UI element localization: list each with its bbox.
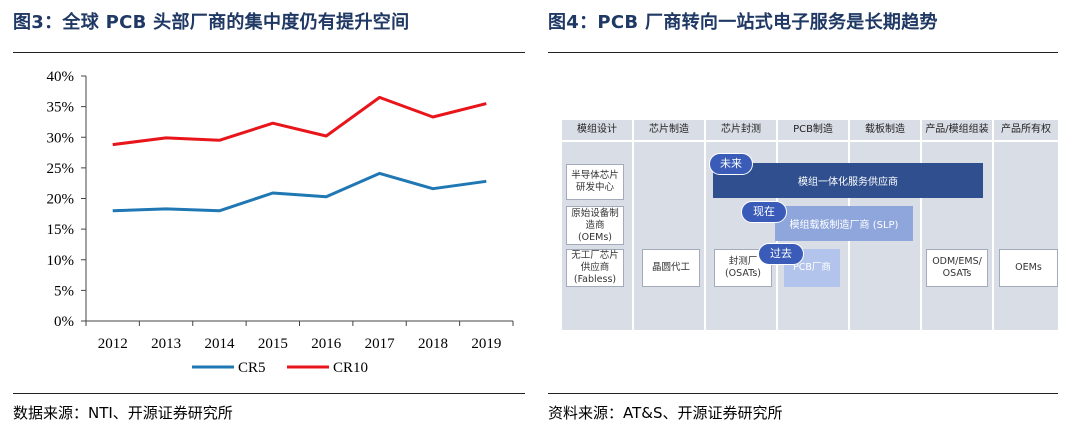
y-tick-label: 20%	[47, 192, 75, 208]
y-tick-label: 0%	[54, 314, 74, 330]
module-carrier-bar: 模组载板制造厂商 (SLP)	[775, 206, 913, 241]
chart-axes: 0% 5% 10% 15% 20% 25% 30% 35% 40% 2012 2013 2014 201…	[47, 69, 514, 352]
x-tick-label: 2017	[365, 336, 396, 352]
chart-legend: CR5 CR10	[192, 360, 368, 376]
semiconductor-rd-center-box: 半导体芯片 研发中心	[566, 164, 624, 200]
future-pill: 未来	[709, 153, 753, 175]
series-line-cr5	[112, 171, 487, 213]
oems-box: OEMs	[999, 249, 1058, 287]
column-header: 产品/模组组装	[925, 124, 989, 135]
column-header: 芯片制造	[649, 124, 689, 135]
column-header: 模组设计	[577, 124, 617, 135]
y-tick-label: 40%	[47, 69, 75, 85]
right-figure-panel: 图4：PCB 厂商转向一站式电子服务是长期趋势 模组设计 芯片制造 芯片封测 P…	[548, 0, 1058, 433]
concentration-line-chart: 0% 5% 10% 15% 20% 25% 30% 35% 40% 2012 2013 2014 201…	[47, 69, 514, 376]
fabless-box: 无工厂芯片 供应商 (Fabless)	[566, 249, 624, 287]
foundry-box: 晶圆代工	[642, 249, 700, 287]
left-bottom-rule	[13, 393, 525, 394]
right-top-rule	[548, 52, 1058, 53]
x-tick-label: 2013	[151, 336, 181, 352]
oem-box: 原始设备制 造商 (OEMs)	[566, 206, 624, 245]
left-figure-panel: 图3：全球 PCB 头部厂商的集中度仍有提升空间 0% 5% 10% 15% 20% 25…	[0, 0, 525, 433]
column-chip-packaging-testing: 芯片封测	[706, 120, 776, 330]
left-top-rule	[13, 52, 525, 53]
x-tick-label: 2018	[418, 336, 448, 352]
chart-lines	[112, 95, 487, 213]
value-chain-diagram: 模组设计 芯片制造 芯片封测 PCB制造 载板制造 产品/模组组装 产品所有权	[562, 120, 1058, 330]
column-header: PCB制造	[793, 124, 833, 135]
legend-label: CR5	[238, 360, 266, 376]
x-tick-label: 2015	[258, 336, 288, 352]
y-tick-label: 25%	[47, 161, 75, 177]
y-tick-label: 5%	[54, 283, 74, 299]
x-tick-label: 2016	[311, 336, 342, 352]
past-pill: 过去	[758, 243, 804, 265]
y-tick-label: 10%	[47, 253, 75, 269]
odm-ems-osat-box: ODM/EMS/ OSATs	[926, 249, 988, 287]
column-header: 载板制造	[865, 124, 905, 135]
x-tick-label: 2019	[471, 336, 501, 352]
now-pill: 现在	[741, 201, 787, 223]
series-line-cr10	[112, 95, 487, 147]
column-product-assembly: 产品/模组组装	[922, 120, 992, 330]
column-product-ownership: 产品所有权	[994, 120, 1058, 330]
legend-item-cr5: CR5	[192, 360, 266, 376]
right-figure-title: 图4：PCB 厂商转向一站式电子服务是长期趋势	[548, 12, 938, 33]
module-integration-bar: 模组一体化服务供应商	[713, 163, 983, 198]
column-chip-manufacturing: 芯片制造	[634, 120, 704, 330]
left-figure-title: 图3：全球 PCB 头部厂商的集中度仍有提升空间	[13, 12, 410, 33]
left-source-note: 数据来源：NTI、开源证券研究所	[13, 404, 233, 422]
y-tick-label: 15%	[47, 222, 75, 238]
right-source-note: 资料来源：AT&S、开源证券研究所	[548, 404, 783, 422]
x-tick-label: 2012	[98, 336, 128, 352]
legend-item-cr10: CR10	[287, 360, 368, 376]
legend-label: CR10	[333, 360, 368, 376]
column-header: 芯片封测	[721, 124, 761, 135]
y-tick-label: 35%	[47, 100, 75, 116]
y-tick-label: 30%	[47, 130, 75, 146]
right-bottom-rule	[548, 393, 1058, 394]
column-header: 产品所有权	[1001, 124, 1051, 135]
x-tick-label: 2014	[204, 336, 235, 352]
